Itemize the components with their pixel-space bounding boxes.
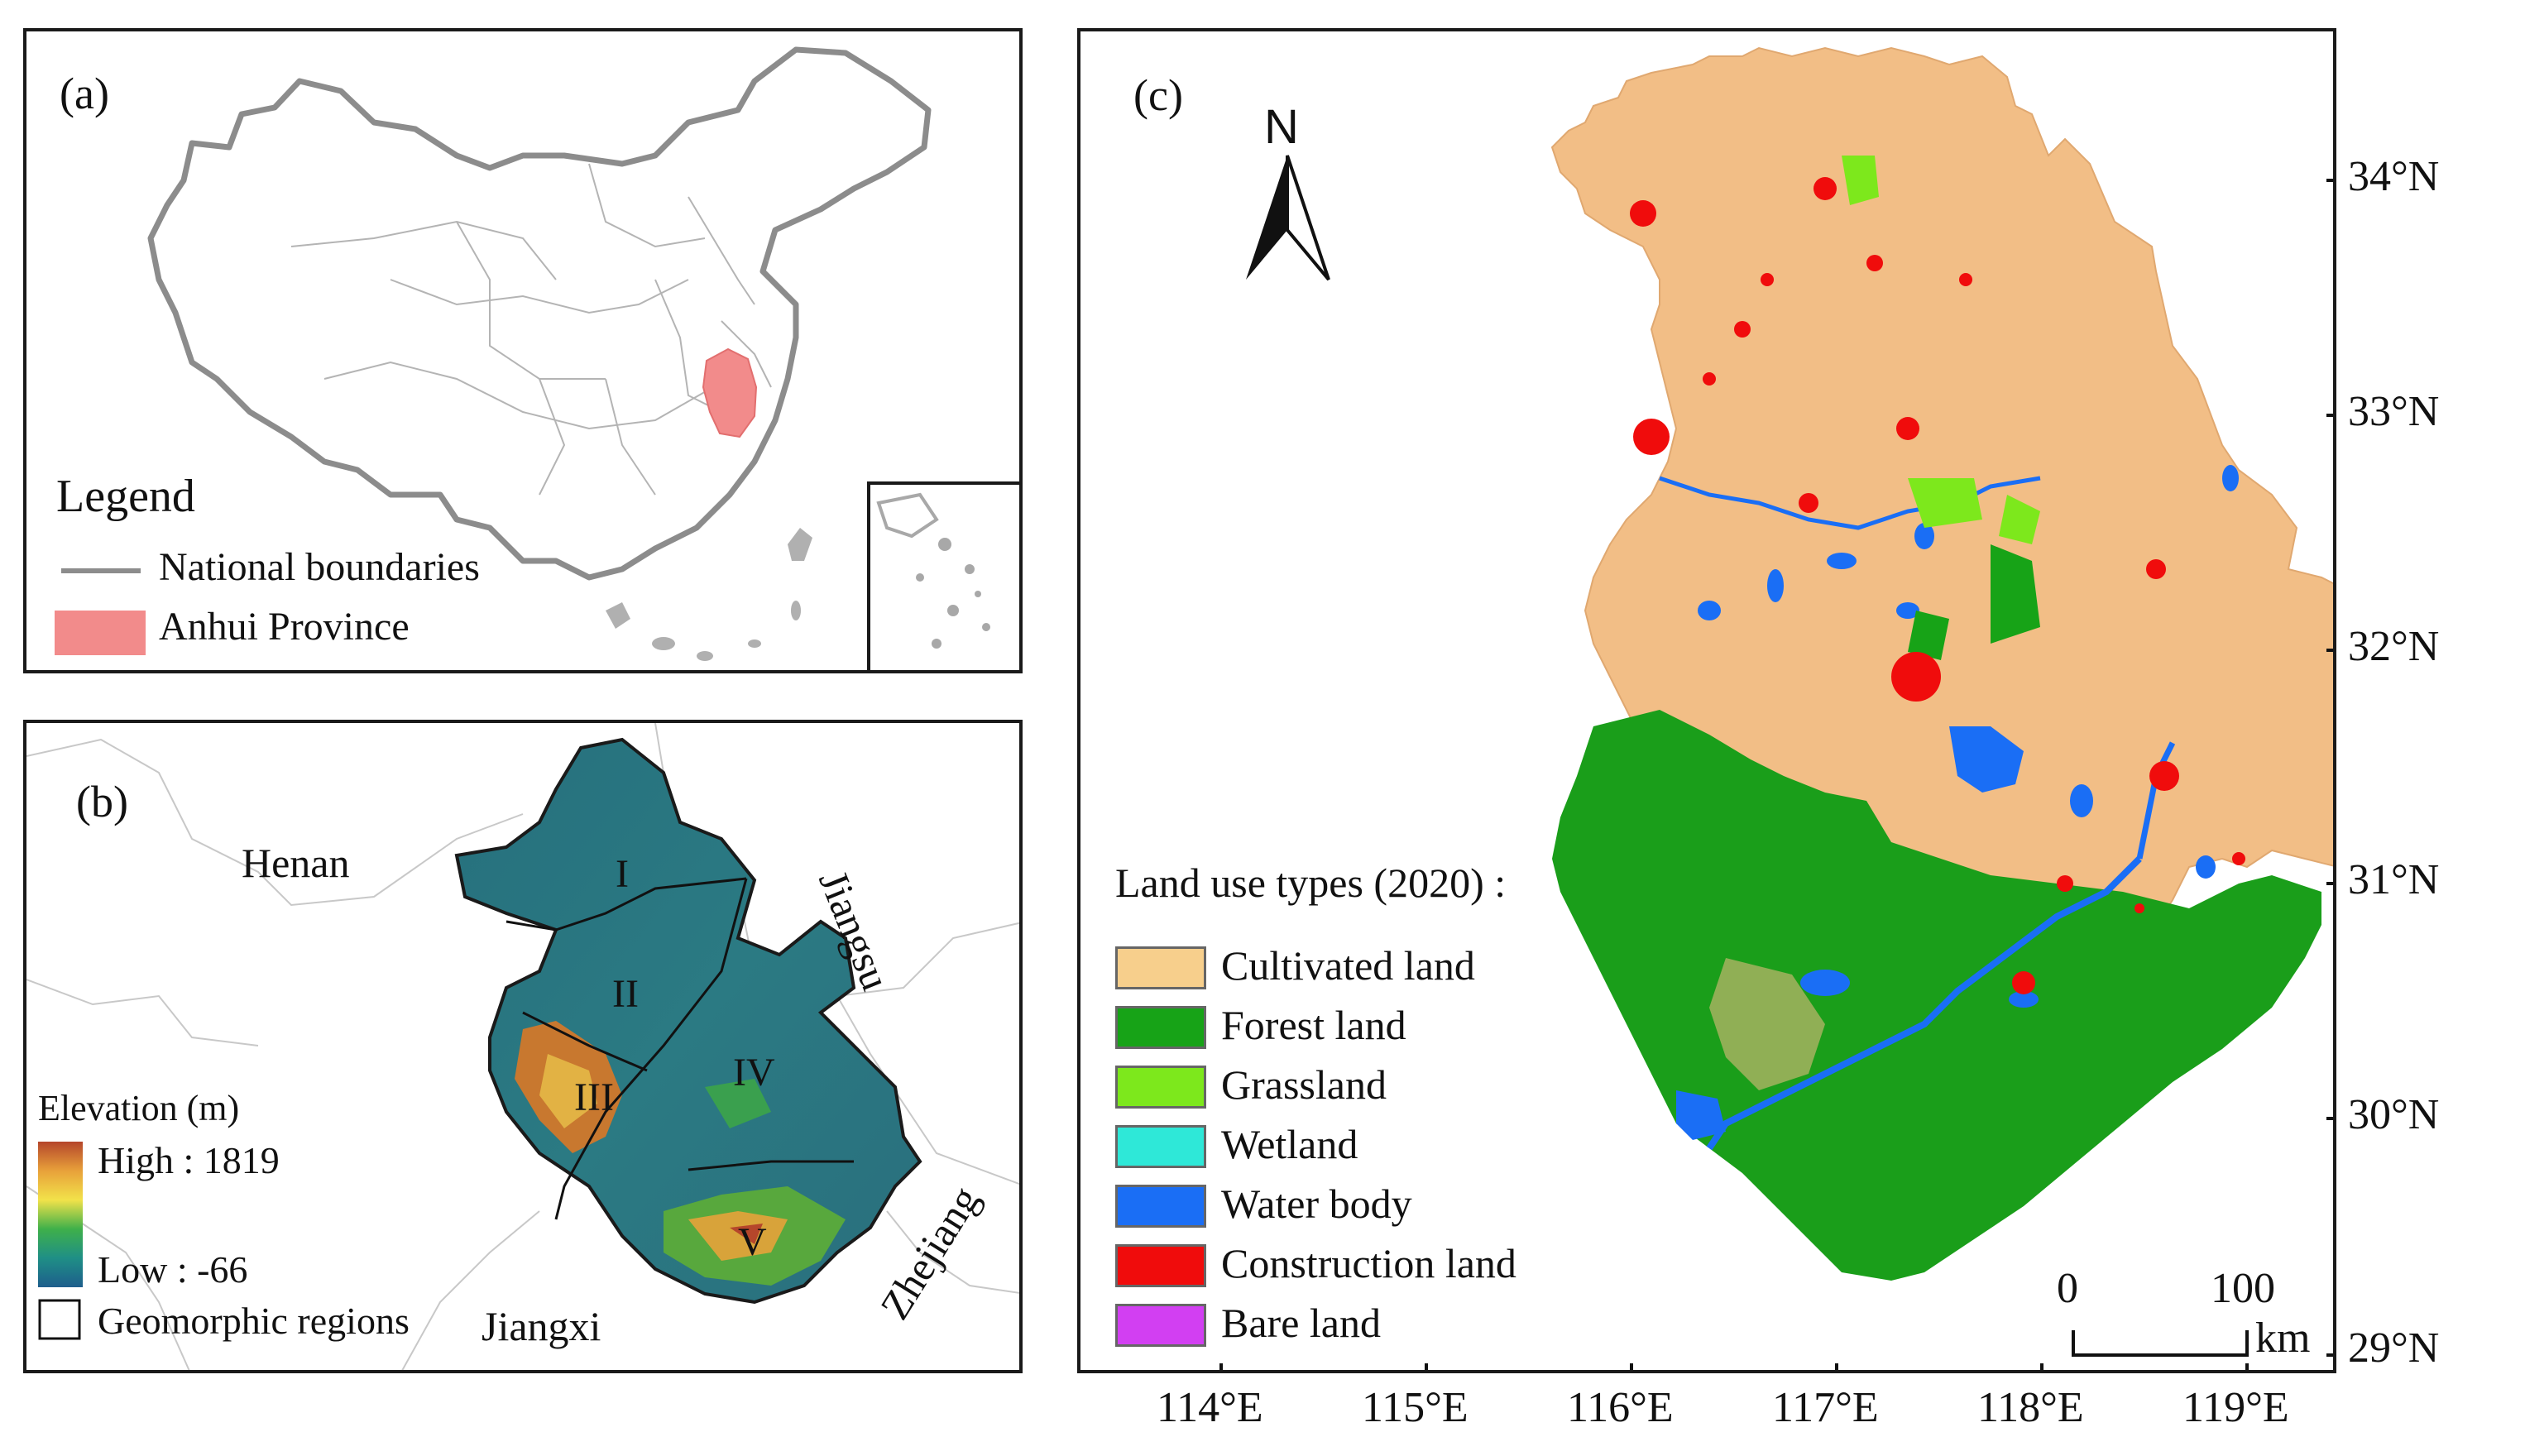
anhui-province-highlight [702, 347, 758, 438]
china-map-drawing [55, 46, 1019, 670]
water-bodies [1676, 465, 2239, 1140]
lon-label-116: 116°E [1567, 1384, 1674, 1431]
region-label-v: V [738, 1220, 767, 1264]
scale-end-label: 100 [2211, 1265, 2275, 1312]
elevation-legend-title: Elevation (m) [38, 1088, 240, 1128]
panel-c-tag: (c) [1133, 70, 1183, 120]
coastal-islands [606, 528, 812, 661]
legend-swatch-bare [1115, 1304, 1206, 1347]
lon-label-118: 118°E [1977, 1384, 2084, 1431]
province-label-jiangxi: Jiangxi [482, 1303, 601, 1349]
forest-cultivated-mix [1709, 958, 1825, 1090]
panel-a-china-map: (a) Legend National boundaries Anhui Pro… [23, 28, 1023, 673]
anhui-forest-land [1552, 710, 2321, 1281]
geomorphic-regions-swatch [38, 1299, 81, 1340]
lon-ticks [1219, 1363, 2249, 1370]
lat-label-34: 34°N [2348, 153, 2440, 200]
north-arrow-icon [1246, 155, 1330, 281]
region-label-ii: II [612, 972, 639, 1016]
legend-label-forest: Forest land [1221, 1002, 1406, 1048]
elevation-high-label: High : 1819 [98, 1139, 280, 1181]
legend-label-grassland: Grassland [1221, 1061, 1387, 1108]
legend-anhui-swatch [55, 611, 146, 655]
lat-label-31: 31°N [2348, 856, 2440, 903]
south-china-sea-inset [867, 481, 1019, 670]
lat-label-30: 30°N [2348, 1091, 2440, 1138]
panel-c-land-use-map: (c) N Land use types (2020) : Cultivated… [1077, 28, 2336, 1373]
legend-swatch-cultivated [1115, 946, 1206, 989]
elevation-map-drawing [26, 723, 1019, 1370]
lon-label-114: 114°E [1157, 1384, 1263, 1431]
grassland-patches [1842, 156, 2040, 660]
legend-anhui-province-label: Anhui Province [159, 605, 410, 649]
region-label-iv: IV [733, 1051, 775, 1094]
lat-ticks [2326, 179, 2333, 1357]
panel-a-tag: (a) [60, 69, 109, 118]
panel-b-tag: (b) [76, 777, 128, 826]
scale-unit-label: km [2255, 1315, 2311, 1362]
legend-label-cultivated: Cultivated land [1221, 942, 1475, 989]
huai-river [1659, 476, 2041, 530]
province-boundaries [290, 163, 772, 496]
construction-land-patches [1630, 177, 2245, 994]
legend-label-bare: Bare land [1221, 1300, 1381, 1346]
elevation-color-bar [38, 1142, 83, 1287]
legend-label-construction: Construction land [1221, 1240, 1516, 1286]
lat-label-33: 33°N [2348, 388, 2440, 435]
geomorphic-region-lines [505, 877, 854, 1220]
geomorphic-regions-label: Geomorphic regions [98, 1300, 410, 1342]
legend-label-water: Water body [1221, 1181, 1412, 1227]
china-national-boundary [147, 46, 932, 581]
lon-label-115: 115°E [1362, 1384, 1469, 1431]
legend-swatch-forest [1115, 1006, 1206, 1049]
legend-swatch-grassland [1115, 1066, 1206, 1109]
lat-label-32: 32°N [2348, 623, 2440, 670]
inset-islands [876, 492, 990, 649]
yangtze-river [1706, 856, 2142, 1151]
legend-label-wetland: Wetland [1221, 1121, 1358, 1167]
scale-bar [2072, 1330, 2249, 1357]
yangtze-upper [2136, 741, 2176, 860]
panel-b-elevation-map: (b) Henan Jiangsu Zhejiang Jiangxi I II … [23, 720, 1023, 1373]
highland-patches [515, 1021, 846, 1286]
scale-start-label: 0 [2057, 1265, 2078, 1312]
lat-label-29: 29°N [2348, 1324, 2440, 1372]
region-label-i: I [616, 852, 629, 896]
legend-swatch-water [1115, 1185, 1206, 1228]
province-label-henan: Henan [242, 840, 350, 886]
north-label: N [1264, 100, 1299, 154]
legend-swatch-wetland [1115, 1125, 1206, 1168]
land-use-legend-title: Land use types (2020) : [1115, 860, 1507, 906]
land-use-map-drawing [1219, 46, 2333, 1370]
legend-national-boundaries-label: National boundaries [159, 545, 480, 589]
lon-label-119: 119°E [2182, 1384, 2289, 1431]
lon-label-117: 117°E [1772, 1384, 1879, 1431]
panel-a-legend-title: Legend [56, 471, 195, 522]
region-label-iii: III [574, 1075, 614, 1119]
elevation-low-label: Low : -66 [98, 1248, 248, 1291]
legend-swatch-construction [1115, 1244, 1206, 1287]
